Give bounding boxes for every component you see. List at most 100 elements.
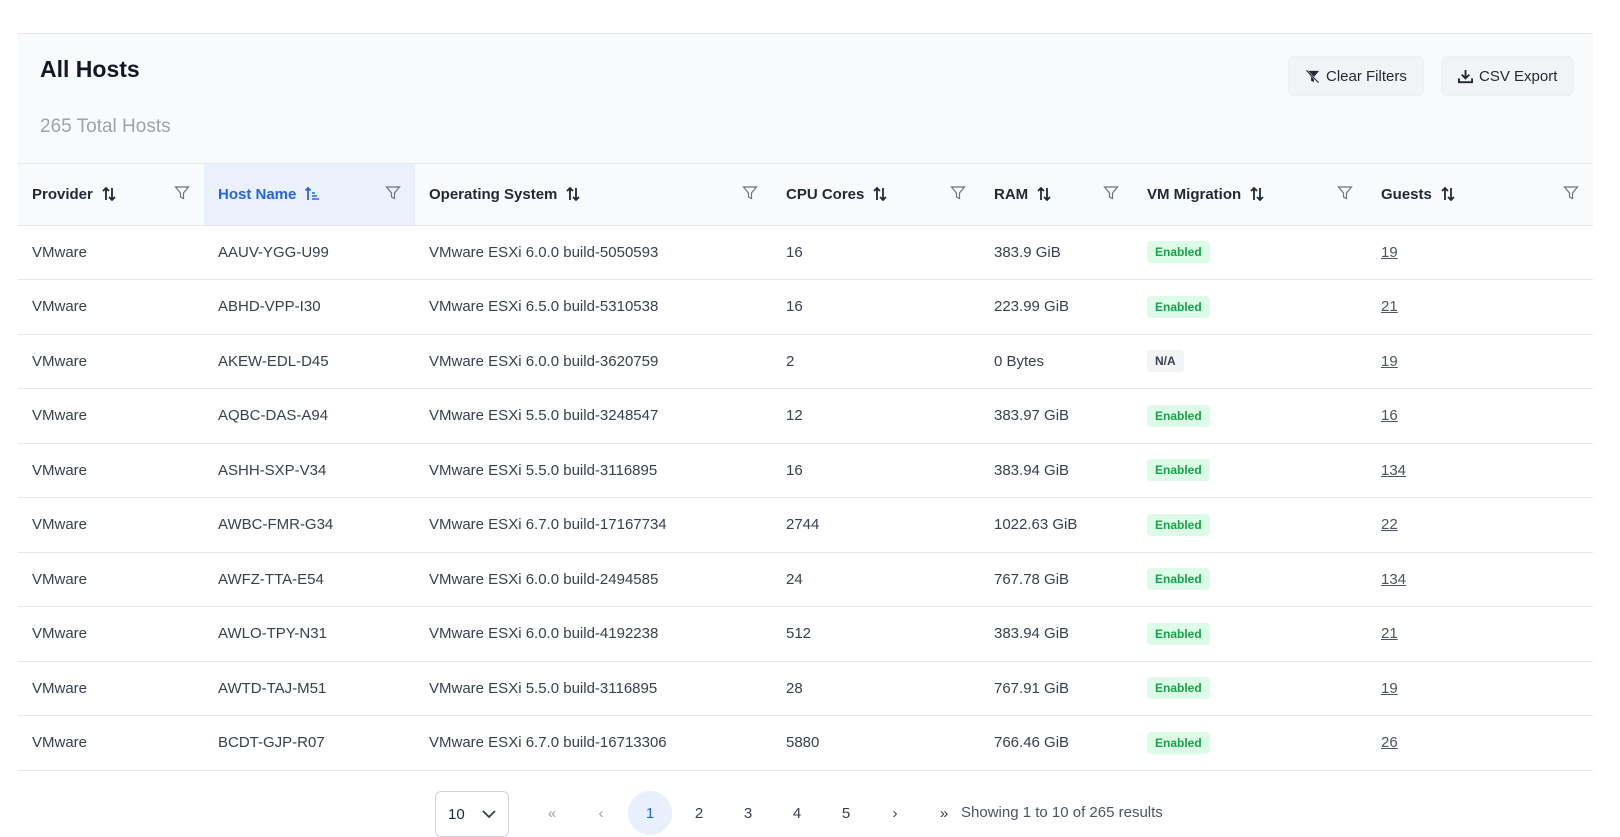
cell-ram: 0 Bytes bbox=[994, 352, 1045, 370]
filter-icon[interactable] bbox=[1103, 185, 1119, 205]
sort-icon[interactable] bbox=[565, 186, 581, 202]
cell-operating-system: VMware ESXi 5.5.0 build-3116895 bbox=[429, 461, 658, 479]
status-badge: Enabled bbox=[1147, 731, 1210, 754]
guests-link[interactable]: 134 bbox=[1381, 570, 1407, 588]
cell-cpu-cores: 512 bbox=[786, 625, 812, 643]
chevron-right-icon: › bbox=[892, 804, 898, 822]
double-chevron-left-icon: « bbox=[547, 804, 557, 822]
cell-provider: VMware bbox=[32, 734, 88, 752]
clear-filters-button[interactable]: Clear Filters bbox=[1288, 56, 1424, 96]
prev-page-button[interactable]: ‹ bbox=[579, 791, 623, 835]
column-header-operating-system[interactable]: Operating System bbox=[415, 164, 772, 225]
chevron-left-icon: ‹ bbox=[598, 804, 604, 822]
guests-link[interactable]: 21 bbox=[1381, 298, 1398, 316]
cell-ram: 383.94 GiB bbox=[994, 625, 1070, 643]
guests-link[interactable]: 19 bbox=[1381, 352, 1398, 370]
filter-icon[interactable] bbox=[1337, 185, 1353, 205]
sort-icon[interactable] bbox=[872, 186, 888, 202]
sort-icon[interactable] bbox=[1440, 186, 1456, 202]
cell-guests: 134 bbox=[1367, 443, 1593, 498]
table-row: VMware AWBC-FMR-G34 VMware ESXi 6.7.0 buil… bbox=[18, 498, 1593, 552]
card-header: All Hosts 265 Total Hosts Clear Filters … bbox=[18, 34, 1593, 164]
status-badge: N/A bbox=[1147, 350, 1184, 373]
guests-link[interactable]: 134 bbox=[1381, 461, 1407, 479]
cell-guests: 19 bbox=[1367, 334, 1593, 389]
sort-icon[interactable] bbox=[101, 186, 117, 202]
results-summary: Showing 1 to 10 of 265 results bbox=[961, 804, 1163, 821]
guests-link[interactable]: 19 bbox=[1381, 243, 1398, 261]
guests-link[interactable]: 16 bbox=[1381, 407, 1398, 425]
status-badge: Enabled bbox=[1147, 459, 1210, 482]
filter-icon[interactable] bbox=[1563, 185, 1579, 205]
cell-operating-system: VMware ESXi 6.0.0 build-5050593 bbox=[429, 243, 659, 261]
cell-host-name: AWLO-TPY-N31 bbox=[218, 625, 327, 643]
page-5-button[interactable]: 5 bbox=[841, 804, 851, 822]
guests-link[interactable]: 21 bbox=[1381, 625, 1398, 643]
status-badge: Enabled bbox=[1147, 404, 1210, 427]
cell-operating-system: VMware ESXi 5.5.0 build-3116895 bbox=[429, 679, 658, 697]
sort-ascending-icon[interactable] bbox=[304, 186, 320, 202]
next-page-button[interactable]: › bbox=[873, 791, 917, 835]
cell-ram: 223.99 GiB bbox=[994, 298, 1070, 316]
cell-cpu-cores: 12 bbox=[786, 407, 803, 425]
filter-icon[interactable] bbox=[174, 185, 190, 205]
cell-provider: VMware bbox=[32, 516, 88, 534]
column-header-provider[interactable]: Provider bbox=[18, 164, 204, 225]
top-divider bbox=[18, 33, 1593, 34]
cell-provider: VMware bbox=[32, 570, 88, 588]
last-page-button[interactable]: » bbox=[922, 791, 966, 835]
guests-link[interactable]: 19 bbox=[1381, 679, 1398, 697]
column-label: VM Migration bbox=[1147, 185, 1242, 203]
table-row: VMware ABHD-VPP-I30 VMware ESXi 6.5.0 buil… bbox=[18, 280, 1593, 334]
filter-icon[interactable] bbox=[742, 185, 758, 205]
first-page-button[interactable]: « bbox=[530, 791, 574, 835]
cell-provider: VMware bbox=[32, 407, 88, 425]
cell-ram: 383.9 GiB bbox=[994, 243, 1061, 261]
page-title: All Hosts bbox=[40, 56, 140, 82]
guests-link[interactable]: 26 bbox=[1381, 734, 1398, 752]
guests-link[interactable]: 22 bbox=[1381, 516, 1398, 534]
pagination: 10 « ‹ 1 2 3 4 5 › » Showing 1 to 10 of … bbox=[18, 782, 1593, 837]
cell-provider: VMware bbox=[32, 679, 88, 697]
column-header-guests[interactable]: Guests bbox=[1367, 164, 1593, 225]
column-header-ram[interactable]: RAM bbox=[980, 164, 1133, 225]
table-row: VMware ASHH-SXP-V34 VMware ESXi 5.5.0 buil… bbox=[18, 443, 1593, 498]
table-row: VMware AWTD-TAJ-M51 VMware ESXi 5.5.0 buil… bbox=[18, 661, 1593, 716]
cell-vm-migration: Enabled bbox=[1133, 607, 1367, 662]
cell-operating-system: VMware ESXi 6.7.0 build-16713306 bbox=[429, 734, 667, 752]
page-1-button[interactable]: 1 bbox=[628, 791, 672, 835]
csv-export-button[interactable]: CSV Export bbox=[1441, 56, 1575, 96]
cell-cpu-cores: 24 bbox=[786, 570, 803, 588]
column-header-vm-migration[interactable]: VM Migration bbox=[1133, 164, 1367, 225]
cell-host-name: BCDT-GJP-R07 bbox=[218, 734, 325, 752]
cell-operating-system: VMware ESXi 6.5.0 build-5310538 bbox=[429, 298, 659, 316]
table-body: VMware AAUV-YGG-U99 VMware ESXi 6.0.0 buil… bbox=[18, 225, 1593, 770]
filter-icon[interactable] bbox=[950, 185, 966, 205]
cell-cpu-cores: 16 bbox=[786, 243, 803, 261]
cell-provider: VMware bbox=[32, 298, 88, 316]
page-3-button[interactable]: 3 bbox=[743, 804, 753, 822]
cell-guests: 21 bbox=[1367, 607, 1593, 662]
table-row: VMware AWFZ-TTA-E54 VMware ESXi 6.0.0 buil… bbox=[18, 552, 1593, 607]
page-4-button[interactable]: 4 bbox=[792, 804, 802, 822]
page-size-select[interactable]: 10 bbox=[435, 791, 509, 837]
table-row: VMware AWLO-TPY-N31 VMware ESXi 6.0.0 buil… bbox=[18, 607, 1593, 662]
total-hosts-count: 265 Total Hosts bbox=[40, 116, 171, 137]
sort-icon[interactable] bbox=[1249, 186, 1265, 202]
cell-provider: VMware bbox=[32, 352, 88, 370]
cell-cpu-cores: 16 bbox=[786, 461, 803, 479]
filter-icon[interactable] bbox=[385, 185, 401, 205]
table-header-row: Provider Host Name Operating System CPU … bbox=[18, 164, 1593, 225]
status-badge: Enabled bbox=[1147, 241, 1210, 264]
column-label: Provider bbox=[32, 185, 93, 203]
table-row: VMware AAUV-YGG-U99 VMware ESXi 6.0.0 buil… bbox=[18, 225, 1593, 280]
cell-provider: VMware bbox=[32, 625, 88, 643]
column-header-cpu-cores[interactable]: CPU Cores bbox=[772, 164, 980, 225]
page-2-button[interactable]: 2 bbox=[694, 804, 704, 822]
cell-host-name: AKEW-EDL-D45 bbox=[218, 352, 329, 370]
column-label: Operating System bbox=[429, 185, 558, 203]
column-header-host-name[interactable]: Host Name bbox=[204, 164, 415, 225]
clear-filters-label: Clear Filters bbox=[1326, 67, 1407, 85]
sort-icon[interactable] bbox=[1036, 186, 1052, 202]
cell-vm-migration: Enabled bbox=[1133, 389, 1367, 444]
